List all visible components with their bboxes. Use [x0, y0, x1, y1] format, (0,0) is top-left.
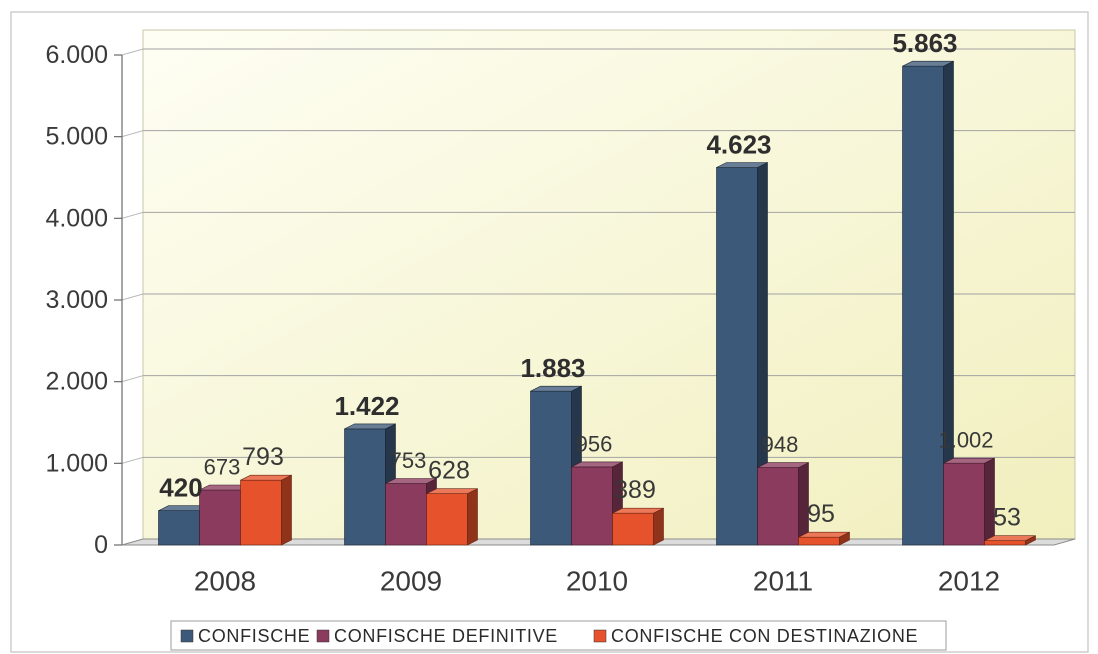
gridline-side [121, 456, 144, 464]
bar-confische-2012 [902, 60, 954, 546]
data-label-confische-definitive-2010: 956 [576, 431, 613, 456]
bars [158, 60, 1036, 546]
data-label-confische-con-destinazione-2010: 389 [614, 476, 656, 504]
data-label-confische-2008: 420 [159, 473, 202, 503]
bar-front [612, 512, 654, 546]
bar-side [281, 474, 292, 546]
bar-top [571, 461, 623, 468]
data-label-confische-2010: 1.883 [520, 353, 585, 383]
y-tick-label: 0 [94, 531, 108, 559]
gridline-side [121, 48, 144, 56]
bar-front [798, 536, 840, 546]
bar-confische-definitive-2012 [943, 457, 995, 546]
gridline-side [121, 375, 144, 383]
legend: CONFISCHE CONFISCHE DEFINITIVE CONFISCHE… [170, 620, 947, 651]
data-label-confische-con-destinazione-2008: 793 [242, 443, 284, 471]
bar-front [984, 540, 1026, 546]
bar-confische-definitive-2010 [571, 461, 623, 546]
data-label-confische-2009: 1.422 [334, 391, 399, 421]
legend-label-confische-con-destinazione: CONFISCHE CON DESTINAZIONE [611, 626, 918, 646]
bar-confische-con-destinazione-2012 [984, 535, 1036, 546]
bar-front [757, 467, 799, 546]
bar-top [716, 162, 768, 168]
bar-front [199, 489, 241, 546]
bar-side [467, 488, 478, 546]
y-tick-label: 5.000 [45, 123, 108, 151]
x-tick-label: 2008 [194, 566, 256, 597]
y-tick-label: 2.000 [45, 368, 108, 396]
legend-swatch-confische [180, 629, 194, 643]
data-label-confische-con-destinazione-2012: 53 [993, 504, 1021, 532]
data-label-confische-2012: 5.863 [892, 28, 957, 58]
bar-front [240, 479, 282, 546]
bar-front [571, 466, 613, 546]
bar-front [385, 483, 427, 546]
y-tick-label: 4.000 [45, 204, 108, 232]
bar-top [757, 462, 809, 468]
data-label-confische-definitive-2009: 753 [390, 448, 427, 473]
gridline-side [121, 211, 144, 219]
y-tick-label: 3.000 [45, 286, 108, 314]
data-label-confische-2011: 4.623 [706, 129, 771, 159]
bar-top [426, 488, 478, 495]
bar-side [653, 507, 664, 546]
legend-label-confische: CONFISCHE [198, 626, 310, 646]
bar-front [902, 65, 944, 546]
bar-top [612, 507, 664, 514]
data-label-confische-definitive-2008: 673 [204, 455, 241, 480]
bar-top [902, 60, 954, 67]
bar-confische-definitive-2011 [757, 462, 809, 546]
x-tick-label: 2012 [938, 566, 1000, 597]
bar-front [344, 428, 386, 546]
bar-front [530, 390, 572, 546]
bar-confische-con-destinazione-2008 [240, 474, 292, 546]
bar-top [385, 478, 437, 484]
gridline-side [121, 293, 144, 301]
legend-swatch-confische-definitive [316, 629, 330, 643]
data-label-confische-definitive-2011: 948 [762, 432, 799, 457]
data-label-confische-definitive-2012: 1.002 [938, 428, 993, 453]
legend-box [170, 620, 947, 651]
bar-front [158, 510, 200, 546]
bar-top [798, 531, 850, 538]
gridline-side [121, 130, 144, 138]
bar-confische-con-destinazione-2011 [798, 531, 850, 546]
legend-swatch-confische-con-destinazione [593, 629, 607, 643]
bar-front [943, 462, 985, 546]
data-label-confische-con-destinazione-2011: 95 [807, 500, 835, 528]
bar-front [426, 493, 468, 546]
data-label-confische-con-destinazione-2009: 628 [428, 457, 470, 485]
y-tick-label: 1.000 [45, 449, 108, 477]
x-tick-label: 2011 [753, 566, 813, 597]
bar-front [716, 167, 758, 546]
bar-confische-con-destinazione-2009 [426, 488, 478, 546]
y-axis: 0 1.000 2.000 3.000 4.000 5.000 6.000 [45, 41, 122, 559]
bar-top [530, 385, 582, 392]
bar-top [984, 535, 1036, 542]
bar-top [344, 423, 396, 430]
bar-side [984, 457, 995, 546]
bar-top [943, 457, 995, 464]
y-tick-label: 6.000 [45, 41, 108, 69]
bar-top [240, 474, 292, 481]
x-tick-label: 2009 [380, 566, 442, 597]
bar-confische-con-destinazione-2010 [612, 507, 664, 546]
bar-confische-2011 [716, 162, 768, 546]
x-tick-label: 2010 [566, 566, 628, 597]
legend-label-confische-definitive: CONFISCHE DEFINITIVE [334, 626, 558, 646]
